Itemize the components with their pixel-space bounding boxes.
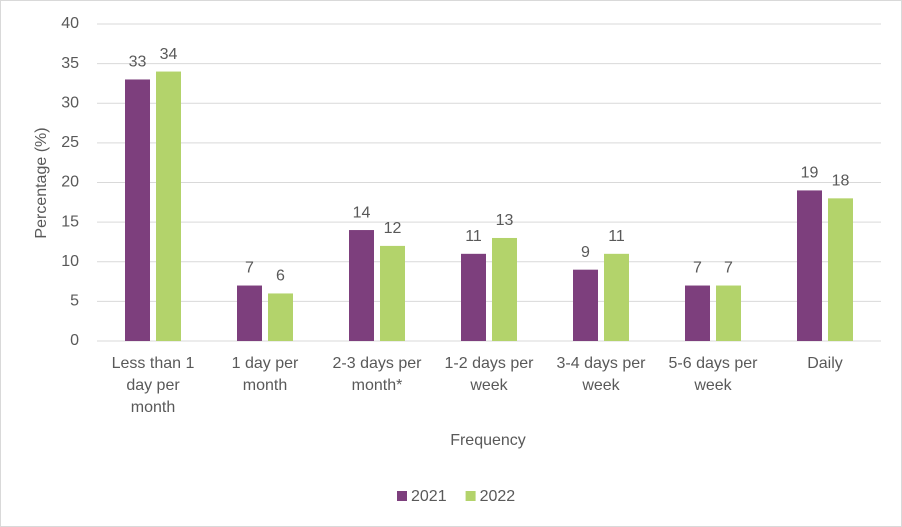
bar xyxy=(349,230,374,341)
x-tick-label: 3-4 days per week xyxy=(556,355,646,394)
legend-swatch xyxy=(465,491,476,501)
bar xyxy=(573,269,598,341)
data-label: 19 xyxy=(801,165,819,182)
data-label: 9 xyxy=(581,244,590,261)
bar xyxy=(156,71,181,342)
data-label: 34 xyxy=(160,46,178,63)
y-tick-label: 20 xyxy=(61,174,79,191)
y-tick-label: 0 xyxy=(70,332,79,349)
x-axis-title: Frequency xyxy=(450,432,526,449)
bar xyxy=(604,253,629,341)
bar xyxy=(380,245,405,341)
y-tick-label: 15 xyxy=(61,213,79,230)
y-tick-label: 25 xyxy=(61,134,79,151)
data-label: 7 xyxy=(724,260,733,277)
bar xyxy=(492,237,517,341)
bar xyxy=(268,293,293,341)
x-tick-label: 1-2 days per week xyxy=(444,355,534,394)
x-tick-label: 2-3 days per month* xyxy=(332,355,422,394)
data-label: 13 xyxy=(496,212,514,229)
data-label: 11 xyxy=(465,228,482,245)
x-tick-label: 5-6 days per week xyxy=(668,355,758,394)
legend-label: 2022 xyxy=(480,488,516,505)
data-label: 7 xyxy=(693,260,702,277)
y-tick-label: 40 xyxy=(61,15,79,32)
data-label: 6 xyxy=(276,268,285,285)
bar xyxy=(828,198,853,341)
legend-swatch xyxy=(397,491,407,501)
data-label: 7 xyxy=(245,260,254,277)
y-axis-title: Percentage (%) xyxy=(33,127,50,238)
y-tick-label: 10 xyxy=(61,253,79,270)
bar xyxy=(237,285,262,341)
bar xyxy=(797,190,822,341)
data-label: 12 xyxy=(384,220,402,237)
x-tick-label: Daily xyxy=(807,355,843,372)
data-label: 33 xyxy=(129,54,147,71)
legend-label: 2021 xyxy=(411,488,447,505)
data-label: 11 xyxy=(608,228,625,245)
data-label: 18 xyxy=(832,173,850,190)
bar xyxy=(125,79,150,341)
data-label: 14 xyxy=(353,204,371,221)
bar xyxy=(685,285,710,341)
bar xyxy=(716,285,741,341)
bar xyxy=(461,253,486,341)
y-tick-label: 30 xyxy=(61,94,79,111)
x-tick-label: 1 day per month xyxy=(231,355,299,394)
y-tick-label: 35 xyxy=(61,55,79,72)
x-tick-label: Less than 1 day per month xyxy=(111,355,195,416)
y-tick-label: 5 xyxy=(70,293,79,310)
